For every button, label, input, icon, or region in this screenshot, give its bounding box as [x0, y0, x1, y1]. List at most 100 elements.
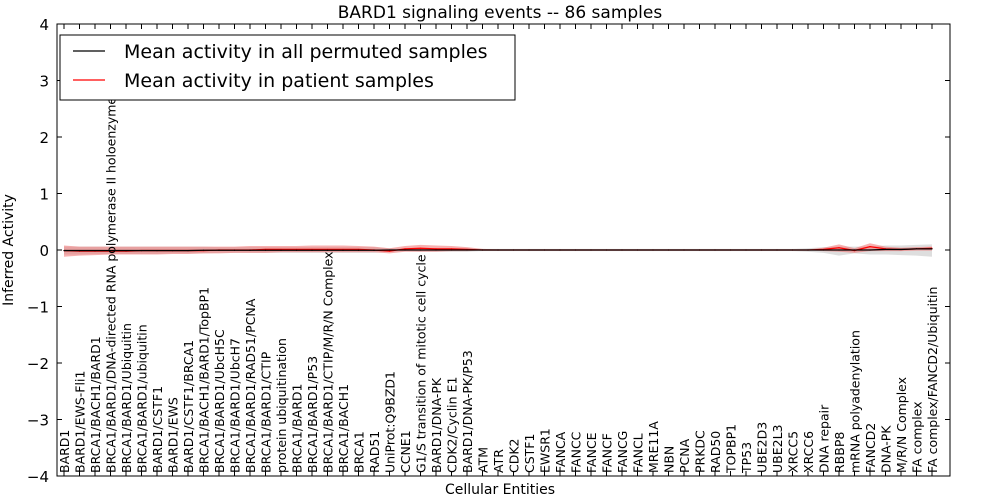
- x-tick-label: BRCA1/BACH1/BARD1: [88, 336, 103, 473]
- x-tick-label: FANCC: [569, 431, 584, 473]
- data-point-series-0: [109, 249, 112, 252]
- data-point-series-0: [419, 249, 422, 251]
- series-lines: [63, 245, 933, 252]
- x-tick-label: FANCL: [631, 433, 646, 473]
- data-point-series-0: [481, 249, 484, 251]
- data-point-series-0: [326, 249, 329, 251]
- data-point-series-0: [683, 249, 685, 251]
- x-tick-label: EWSR1: [538, 428, 553, 473]
- data-point-series-0: [745, 249, 747, 251]
- data-point-series-0: [915, 248, 918, 250]
- legend-box: [59, 34, 516, 101]
- data-point-series-0: [714, 249, 716, 251]
- x-tick-label: BRCA1/BARD1/P53: [305, 356, 320, 473]
- data-point-series-0: [233, 249, 236, 251]
- x-tick-label: BRCA1/BARD1/UbcH5C: [212, 329, 227, 473]
- x-tick-label: mRNA polyadenylation: [848, 330, 863, 473]
- x-tick-label: UniProt:Q9BZD1: [383, 371, 398, 473]
- x-tick-label: FANCA: [553, 431, 568, 473]
- legend-label-permuted: Mean activity in all permuted samples: [124, 41, 487, 63]
- x-tick-label: FANCG: [615, 431, 630, 473]
- x-tick-label: protein ubiquitination: [274, 338, 289, 473]
- x-tick-label: BRCA1/BACH1/BARD1/TopBP1: [197, 287, 212, 473]
- y-tick-label: −1: [27, 299, 49, 317]
- y-tick-label: −4: [27, 468, 49, 486]
- x-tick-label: BRCA1/BARD1/ubiquitin: [135, 324, 150, 473]
- data-point-series-0: [652, 249, 654, 251]
- data-point-series-0: [559, 249, 561, 251]
- data-point-series-1: [450, 248, 453, 250]
- data-point-series-0: [357, 249, 360, 251]
- data-point-series-0: [404, 249, 406, 251]
- x-tick-label: FANCD2: [863, 423, 878, 473]
- x-tick-label: DNA repair: [817, 404, 832, 473]
- data-point-series-0: [466, 249, 468, 251]
- legend: Mean activity in all permuted samples Me…: [59, 34, 516, 101]
- x-tick-label: CDK2: [507, 438, 522, 473]
- data-point-series-0: [853, 249, 856, 251]
- x-tick-label: ATR: [491, 449, 506, 473]
- x-tick-label: CCNE1: [398, 430, 413, 473]
- data-point-series-0: [528, 249, 530, 251]
- x-tick-label: M/R/N Complex: [894, 377, 909, 473]
- data-point-series-0: [869, 249, 871, 251]
- y-tick-label: −2: [27, 355, 49, 373]
- data-point-series-0: [342, 249, 344, 251]
- y-tick-label: 0: [39, 242, 49, 260]
- data-point-series-0: [543, 249, 546, 251]
- x-tick-label: BARD1/EWS: [166, 397, 181, 473]
- x-tick-label: BRCA1/BACH1: [336, 384, 351, 473]
- data-point-series-0: [884, 248, 887, 251]
- data-point-series-0: [140, 249, 143, 252]
- x-tick-label: BARD1/CSTF1/BRCA1: [181, 340, 196, 473]
- data-point-series-0: [78, 249, 81, 252]
- x-tick-label: CSTF1: [522, 434, 537, 473]
- data-point-series-1: [838, 247, 840, 249]
- x-tick-label: BRCA1/BARD1/CTIP/M/R/N Complex: [321, 251, 336, 473]
- data-point-series-0: [512, 249, 515, 251]
- y-tick-label: 2: [39, 129, 49, 147]
- data-point-series-0: [202, 249, 205, 251]
- data-point-series-0: [280, 249, 282, 251]
- data-point-series-0: [900, 248, 902, 251]
- data-point-series-0: [311, 249, 313, 251]
- data-point-series-0: [125, 249, 127, 252]
- x-tick-label: XRCC6: [801, 431, 816, 473]
- x-tick-label: UBE2D3: [755, 422, 770, 473]
- x-tick-label: BRCA1/BARD1/UbcH7: [228, 338, 243, 473]
- x-tick-label: BARD1: [57, 430, 72, 473]
- data-point-series-0: [667, 249, 670, 251]
- y-tick-label: 4: [39, 16, 49, 34]
- data-point-series-0: [838, 249, 840, 251]
- data-point-series-0: [698, 249, 701, 251]
- x-tick-label: PCNA: [677, 438, 692, 473]
- data-point-series-0: [156, 249, 158, 252]
- x-tick-label: BRCA1/BARD1/CTIP: [259, 351, 274, 473]
- data-point-series-0: [574, 249, 577, 251]
- x-tick-label: PRKDC: [693, 430, 708, 473]
- legend-label-patient: Mean activity in patient samples: [124, 70, 434, 92]
- data-point-series-0: [776, 249, 778, 251]
- data-point-series-0: [94, 249, 96, 252]
- x-tick-label: FA complex: [910, 401, 925, 473]
- x-tick-label: BRCA1: [352, 431, 367, 473]
- data-point-series-1: [419, 247, 422, 249]
- x-axis: BARD1 BARD1/EWS-Fli1 BRCA1/BACH1/BARD1 BRCA…: [57, 24, 940, 476]
- x-tick-label: XRCC5: [786, 431, 801, 473]
- data-point-series-0: [791, 249, 794, 251]
- x-tick-label: TP53: [739, 442, 754, 474]
- data-point-series-0: [621, 249, 623, 251]
- x-tick-label: RBBP8: [832, 432, 847, 473]
- data-point-series-0: [218, 249, 220, 251]
- data-point-series-0: [388, 249, 391, 251]
- data-point-series-0: [450, 249, 453, 251]
- data-point-series-1: [869, 246, 871, 248]
- x-tick-label: BRCA1/BARD1/Ubiquitin: [119, 323, 134, 473]
- x-tick-label: BARD1/CSTF1: [150, 386, 165, 473]
- data-point-series-0: [931, 248, 933, 250]
- x-tick-label: FA complex/FANCD2/Ubiquitin: [925, 287, 940, 473]
- y-tick-label: 1: [39, 186, 49, 204]
- data-point-series-0: [187, 249, 189, 252]
- x-tick-label: CDK2/Cyclin E1: [445, 377, 460, 473]
